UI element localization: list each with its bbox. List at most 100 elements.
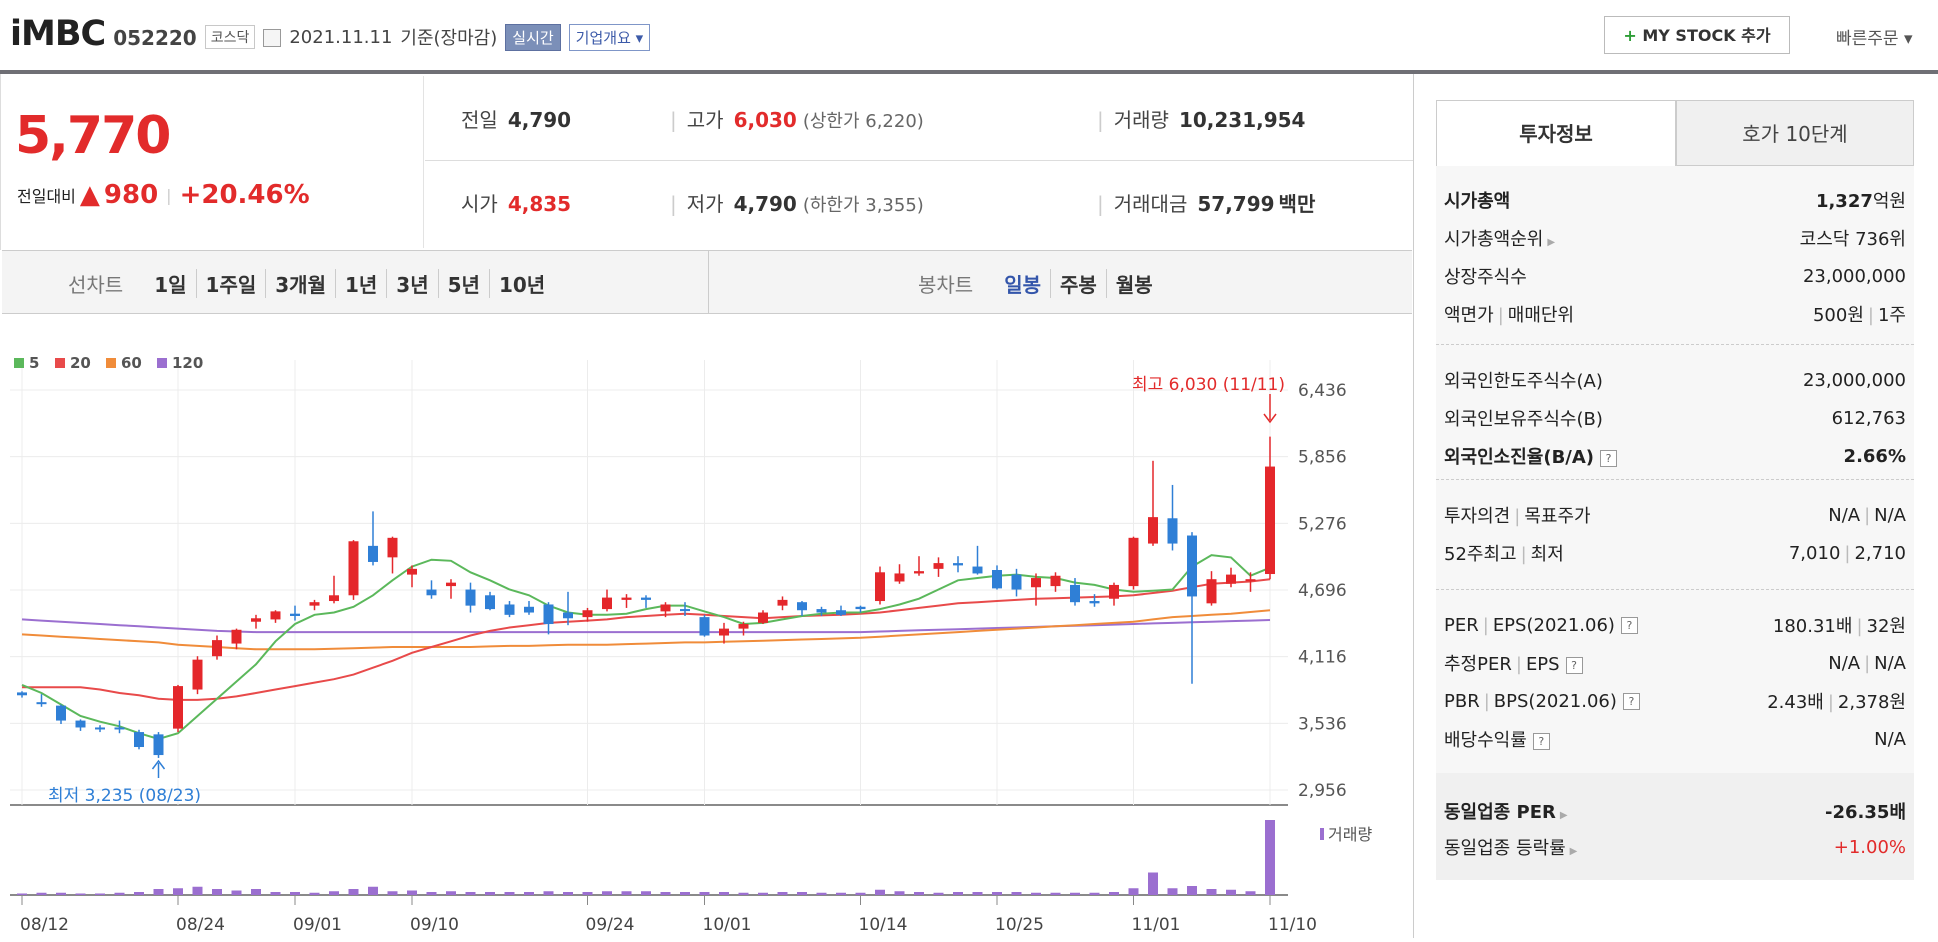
volume-bar: [524, 892, 534, 895]
w52-high-label: 52주최고: [1444, 544, 1517, 565]
legend-swatch-120: [157, 358, 167, 368]
realtime-button[interactable]: 실시간: [505, 23, 561, 51]
candle-body: [972, 566, 983, 574]
low-annotation: 최저 3,235 (08/23): [48, 786, 201, 806]
moving-average-20: [22, 578, 1271, 701]
candle-body: [1050, 575, 1061, 587]
volume-bar: [485, 892, 495, 895]
legend-swatch-5: [14, 358, 24, 368]
volume-bar: [329, 891, 339, 895]
line-chart-tabs: 선차트 1일 1주일 3개월 1년 3년 5년 10년: [68, 269, 554, 298]
tab-5y[interactable]: 5년: [437, 269, 489, 298]
tab-1w[interactable]: 1주일: [195, 269, 266, 298]
candle-body: [173, 686, 183, 729]
lower-limit: (하한가 3,355): [802, 194, 924, 216]
mystock-add-button[interactable]: + MY STOCK 추가: [1604, 16, 1790, 54]
candle-body: [855, 606, 866, 610]
candle-body: [914, 571, 924, 574]
candle-body: [407, 568, 417, 575]
invest-panel: 투자정보 호가 10단계 시가총액 1,327억원 시가총액순위 ▶ 코스닥 736위…: [1436, 100, 1914, 880]
volume-bar: [504, 892, 515, 895]
candle-body: [563, 612, 573, 619]
tab-1d[interactable]: 1일: [154, 273, 187, 297]
volume-bar: [1187, 886, 1197, 895]
row-shares: 상장주식수 23,000,000: [1444, 258, 1906, 294]
tab-3m[interactable]: 3개월: [265, 269, 335, 298]
volume-bar: [1109, 892, 1119, 895]
candle-body: [153, 734, 164, 756]
chart-svg[interactable]: 08/12 08/24 09/01 09/10 09/24 10/01 10/14 10/25…: [0, 350, 1413, 938]
candle-body: [758, 612, 768, 623]
candle-body: [777, 599, 788, 606]
tab-3y[interactable]: 3년: [386, 269, 437, 298]
volume-bar: [641, 891, 651, 895]
tab-1y[interactable]: 1년: [334, 269, 386, 298]
candle-body: [1070, 584, 1080, 603]
fast-order-label: 빠른주문: [1836, 29, 1899, 49]
section-opinion: 투자의견 | 목표주가 N/A | N/A 52주최고 | 최저 7,010 | 2,710: [1436, 479, 1914, 590]
chevron-down-icon: ▾: [630, 28, 644, 47]
volume-bar: [914, 892, 924, 895]
help-icon[interactable]: ?: [1532, 732, 1550, 750]
candle-body: [816, 609, 827, 613]
row-par: 액면가 | 매매단위 500원 | 1주: [1444, 305, 1906, 326]
prev-value: 4,790: [507, 107, 572, 132]
candle-body: [641, 597, 651, 600]
triangle-right-icon[interactable]: ▶: [1547, 237, 1556, 248]
target-label: 목표주가: [1524, 506, 1591, 527]
invest-body: 시가총액 1,327억원 시가총액순위 ▶ 코스닥 736위 상장주식수 23,000,…: [1436, 166, 1914, 880]
candle-body: [465, 589, 476, 606]
volume-bar: [56, 892, 66, 895]
foreign-ratio-label: 외국인소진율(B/A): [1444, 447, 1595, 468]
est-eps-value: N/A: [1874, 652, 1906, 674]
volume-bar: [407, 890, 417, 895]
volume-bar: [134, 892, 144, 895]
x-tick-label: 10/14: [859, 915, 908, 935]
high-price: | 고가 6,030 (상한가 6,220): [670, 107, 924, 132]
help-icon[interactable]: ?: [1622, 693, 1640, 710]
opinion-label: 투자의견: [1444, 506, 1511, 527]
y-tick-label: 5,856: [1298, 448, 1347, 468]
eps-value: 32원: [1866, 616, 1906, 637]
volume-bar: [543, 891, 554, 895]
triangle-right-icon[interactable]: ▶: [1569, 846, 1578, 857]
target-value: N/A: [1874, 504, 1906, 526]
tab-invest-info[interactable]: 투자정보: [1436, 100, 1676, 166]
candle-body: [368, 545, 378, 562]
price-chart[interactable]: 08/12 08/24 09/01 09/10 09/24 10/01 10/14 10/25…: [0, 350, 1413, 938]
corp-info-dropdown[interactable]: 기업개요 ▾: [568, 23, 651, 51]
section-valuation: PER | EPS(2021.06)? 180.31배 | 32원 추정PER | EPS? N…: [1436, 589, 1914, 774]
volume-bar: [75, 893, 86, 895]
ind-per-label: 동일업종 PER: [1444, 802, 1556, 823]
ind-per-value: -26.35배: [1825, 802, 1906, 823]
tab-daily[interactable]: 일봉: [1004, 273, 1042, 297]
tab-10y[interactable]: 10년: [488, 269, 554, 298]
triangle-right-icon[interactable]: ▶: [1559, 810, 1568, 821]
foreign-hold-label: 외국인보유주식수(B): [1444, 409, 1603, 430]
calendar-icon[interactable]: [263, 29, 282, 47]
help-icon[interactable]: ?: [1620, 617, 1638, 634]
moving-average-60: [21, 609, 1271, 651]
volume-bar: [855, 892, 866, 895]
row-opinion: 투자의견 | 목표주가 N/A | N/A: [1444, 504, 1906, 528]
bps-value: 2,378원: [1837, 692, 1906, 713]
row-ind-per: 동일업종 PER ▶ -26.35배: [1444, 793, 1906, 829]
candle-body: [504, 604, 515, 615]
trade-amount: | 거래대금 57,799 백만: [1097, 191, 1316, 216]
fast-order-link[interactable]: 빠른주문 ▾: [1836, 24, 1913, 49]
tab-monthly[interactable]: 월봉: [1105, 269, 1162, 298]
volume-bar: [875, 889, 885, 895]
tab-weekly[interactable]: 주봉: [1050, 269, 1106, 298]
volume-bar: [212, 889, 222, 895]
candle-body: [875, 572, 885, 602]
help-icon[interactable]: ?: [1565, 656, 1583, 674]
candle-body: [797, 602, 807, 611]
candle-body: [1148, 517, 1158, 544]
high-annotation: 최고 6,030 (11/11): [1132, 375, 1285, 395]
row-dividend: 배당수익률? N/A: [1444, 721, 1906, 757]
tab-order-book[interactable]: 호가 10단계: [1676, 100, 1914, 166]
up-arrow-icon: ▲: [79, 180, 100, 210]
price-summary: 5,770 전일대비 ▲ 980 | +20.46% 전일 4,790 | 고가 6,…: [0, 74, 1414, 250]
x-tick-label: 08/24: [176, 915, 225, 935]
help-icon[interactable]: ?: [1600, 449, 1618, 467]
